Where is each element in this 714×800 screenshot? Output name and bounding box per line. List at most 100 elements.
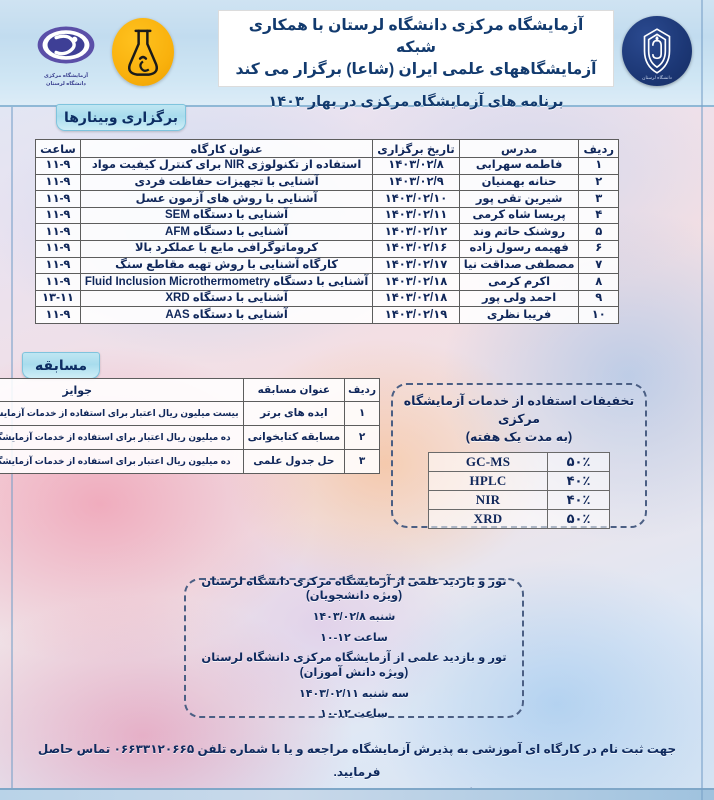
table-row: ۵۰٪ XRD bbox=[428, 509, 610, 530]
cell-instructor: فهیمه رسول زاده bbox=[458, 239, 580, 258]
table-row: ۴۰٪ HPLC bbox=[428, 471, 610, 492]
cell-instructor: فاطمه سهرابی bbox=[458, 157, 580, 175]
col-header-contest-prize: جوایز bbox=[0, 378, 244, 402]
cell-workshop-title: آشنایی با دستگاه XRD bbox=[79, 289, 374, 308]
page-subtitle: برنامه های آزمایشگاه مرکزی در بهار ۱۴۰۳ bbox=[268, 94, 564, 110]
cell-instructor: پریسا شاه کرمی bbox=[458, 206, 580, 225]
webinars-table-body: ۱ فاطمه سهرابی ۱۴۰۳/۰۲/۸ استفاده از تکنولوژ… bbox=[35, 157, 619, 324]
cell-contest-no: ۱ bbox=[344, 401, 380, 426]
cell-time: ۱۱-۹ bbox=[35, 223, 81, 241]
cell-date: ۱۴۰۳/۰۲/۱۰ bbox=[372, 190, 460, 208]
table-row: ۷ مصطفی صداقت نیا ۱۴۰۳/۰۲/۱۷ کارگاه آشنایی … bbox=[35, 256, 619, 275]
cell-instructor: شیرین تقی پور bbox=[458, 190, 580, 208]
cell-date: ۱۴۰۳/۰۲/۸ bbox=[372, 157, 460, 175]
cell-date: ۱۴۰۳/۰۲/۱۱ bbox=[372, 206, 460, 225]
discounts-title-line-2: (به مدت یک هفته) bbox=[465, 429, 573, 444]
cell-contest-prize: ده میلیون ریال اعتبار برای استفاده از خد… bbox=[0, 425, 244, 450]
col-header-instructor: مدرس bbox=[458, 139, 580, 158]
table-row: ۶ فهیمه رسول زاده ۱۴۰۳/۰۲/۱۶ کروماتوگرافی م… bbox=[35, 239, 619, 258]
tour-students-heading: تور و بازدید علمی از آزمایشگاه مرکزی دان… bbox=[201, 575, 507, 603]
col-header-row-no: ردیف bbox=[578, 139, 619, 158]
cell-contest-prize: بیست میلیون ریال اعتبار برای استفاده از … bbox=[0, 401, 244, 426]
cell-contest-name: مسابقه کتابخوانی bbox=[242, 425, 346, 450]
cell-discount-device: NIR bbox=[428, 490, 548, 511]
cell-contest-name: ایده های برتر bbox=[242, 401, 346, 426]
section-tab-contest: مسابقه bbox=[22, 352, 100, 379]
lab-caption-line-1: آزمایشگاه مرکزی bbox=[43, 72, 89, 79]
cell-contest-name: حل جدول علمی bbox=[242, 449, 346, 474]
cell-workshop-title: آشنایی با تجهیزات حفاظت فردی bbox=[79, 173, 374, 192]
table-row: ۴ پریسا شاه کرمی ۱۴۰۳/۰۲/۱۱ آشنایی با دستگا… bbox=[35, 206, 619, 225]
discounts-table: ۵۰٪ GC-MS ۴۰٪ HPLC ۴۰٪ NIR ۵۰٪ XRD bbox=[428, 452, 610, 530]
cell-row-no: ۱ bbox=[578, 157, 619, 175]
contest-table: ردیف عنوان مسابقه جوایز ۱ ایده های برتر بی… bbox=[0, 378, 380, 474]
lab-caption-line-2: دانشگاه لرستان bbox=[46, 80, 86, 87]
cell-workshop-title: آشنایی با دستگاه AFM bbox=[79, 223, 374, 241]
cell-row-no: ۵ bbox=[578, 223, 619, 241]
discounts-panel: تخفیفات استفاده از خدمات آزمایشگاه مرکزی… bbox=[391, 383, 647, 530]
tour-pupils-time: ساعت ۱۲-۱۰ bbox=[320, 708, 388, 721]
cell-row-no: ۲ bbox=[578, 173, 619, 192]
section-tab-webinars: برگزاری وبینارها bbox=[56, 104, 186, 131]
table-row: ۱ فاطمه سهرابی ۱۴۰۳/۰۲/۸ استفاده از تکنولوژ… bbox=[35, 157, 619, 175]
lorestan-university-seal-logo: دانشگاه لرستان bbox=[622, 16, 692, 86]
cell-discount-device: HPLC bbox=[428, 471, 548, 492]
table-row: ۳ حل جدول علمی ده میلیون ریال اعتبار برای … bbox=[0, 449, 380, 474]
cell-discount-percent: ۵۰٪ bbox=[547, 452, 610, 473]
tour-pupils-heading: تور و بازدید علمی از آزمایشگاه مرکزی دان… bbox=[201, 652, 507, 679]
cell-time: ۱۱-۹ bbox=[35, 306, 81, 324]
cell-workshop-title: آشنایی با دستگاه SEM bbox=[79, 206, 374, 225]
cell-workshop-title: کروماتوگرافی مایع با عملکرد بالا bbox=[79, 239, 374, 258]
discounts-title-line-1: تخفیفات استفاده از خدمات آزمایشگاه مرکزی bbox=[403, 394, 635, 426]
cell-date: ۱۴۰۳/۰۲/۱۹ bbox=[372, 306, 460, 324]
table-row: ۸ اکرم کرمی ۱۴۰۳/۰۲/۱۸ آشنایی با دستگاه Flu… bbox=[35, 273, 619, 291]
col-header-workshop: عنوان کارگاه bbox=[79, 139, 374, 158]
footer-registration-line: جهت ثبت نام در کارگاه ای آموزشی به پذیرش… bbox=[37, 742, 677, 780]
university-seal-caption: دانشگاه لرستان bbox=[642, 75, 672, 80]
cell-discount-percent: ۵۰٪ bbox=[547, 509, 610, 530]
title-line-2: آزمایشگاههای علمی ایران (شاعا) برگزار می… bbox=[235, 61, 597, 78]
cell-time: ۱۱-۹ bbox=[35, 190, 81, 208]
table-row: ۵ روشنک حاتم وند ۱۴۰۳/۰۲/۱۲ آشنایی با دستگا… bbox=[35, 223, 619, 241]
cell-instructor: حنانه بهمنیان bbox=[458, 173, 580, 192]
cell-discount-device: XRD bbox=[428, 509, 548, 530]
cell-row-no: ۸ bbox=[578, 273, 619, 291]
webinars-table: ردیف مدرس تاریخ برگزاری عنوان کارگاه ساع… bbox=[35, 139, 619, 324]
poster-header: دانشگاه لرستان آزمایشگاه مرکزی دانشگاه ل… bbox=[0, 0, 714, 110]
cell-instructor: فریبا نظری bbox=[458, 306, 580, 324]
central-lab-logo-caption: آزمایشگاه مرکزی دانشگاه لرستان bbox=[44, 73, 88, 88]
cell-time: ۱۱-۹ bbox=[35, 173, 81, 192]
cell-time: ۱۱-۹ bbox=[35, 273, 81, 291]
tour-students-time: ساعت ۱۲-۱۰ bbox=[320, 631, 388, 644]
col-header-date: تاریخ برگزاری bbox=[372, 139, 460, 158]
cell-date: ۱۴۰۳/۰۲/۱۲ bbox=[372, 223, 460, 241]
cell-workshop-title: استفاده از تکنولوژی NIR برای کنترل کیفیت… bbox=[79, 157, 374, 175]
cell-date: ۱۴۰۳/۰۲/۹ bbox=[372, 173, 460, 192]
col-header-contest-row-no: ردیف bbox=[344, 378, 380, 402]
table-row: ۱ ایده های برتر بیست میلیون ریال اعتبار بر… bbox=[0, 401, 380, 426]
table-row: ۱۰ فریبا نظری ۱۴۰۳/۰۲/۱۹ آشنایی با دستگاه A… bbox=[35, 306, 619, 324]
title-line-1: آزمایشگاه مرکزی دانشگاه لرستان با همکاری… bbox=[248, 17, 584, 56]
page-title: آزمایشگاه مرکزی دانشگاه لرستان با همکاری… bbox=[218, 10, 614, 87]
contest-table-body: ۱ ایده های برتر بیست میلیون ریال اعتبار بر… bbox=[0, 401, 380, 474]
table-row: ۴۰٪ NIR bbox=[428, 490, 610, 511]
cell-date: ۱۴۰۳/۰۲/۱۸ bbox=[372, 289, 460, 308]
footer-bar bbox=[0, 788, 714, 800]
cell-contest-no: ۳ bbox=[344, 449, 380, 474]
contest-table-container: ردیف عنوان مسابقه جوایز ۱ ایده های برتر بی… bbox=[0, 378, 380, 474]
table-header-row: ردیف عنوان مسابقه جوایز bbox=[0, 378, 380, 402]
webinars-table-container: ردیف مدرس تاریخ برگزاری عنوان کارگاه ساع… bbox=[35, 139, 619, 324]
cell-date: ۱۴۰۳/۰۲/۱۷ bbox=[372, 256, 460, 275]
cell-row-no: ۶ bbox=[578, 239, 619, 258]
cell-discount-percent: ۴۰٪ bbox=[547, 490, 610, 511]
cell-workshop-title: آشنایی با دستگاه Fluid Inclusion Microth… bbox=[79, 273, 374, 291]
cell-discount-percent: ۴۰٪ bbox=[547, 471, 610, 492]
discounts-title: تخفیفات استفاده از خدمات آزمایشگاه مرکزی… bbox=[403, 393, 635, 446]
cell-workshop-title: آشنایی با روش های آزمون عسل bbox=[79, 190, 374, 208]
table-row: ۲ مسابقه کتابخوانی ده میلیون ریال اعتبار ب… bbox=[0, 425, 380, 450]
central-lab-logo: آزمایشگاه مرکزی دانشگاه لرستان bbox=[24, 14, 108, 92]
cell-instructor: احمد ولی پور bbox=[458, 289, 580, 308]
table-header-row: ردیف مدرس تاریخ برگزاری عنوان کارگاه ساع… bbox=[35, 139, 619, 158]
cell-contest-no: ۲ bbox=[344, 425, 380, 450]
title-block: آزمایشگاه مرکزی دانشگاه لرستان با همکاری… bbox=[218, 10, 614, 110]
